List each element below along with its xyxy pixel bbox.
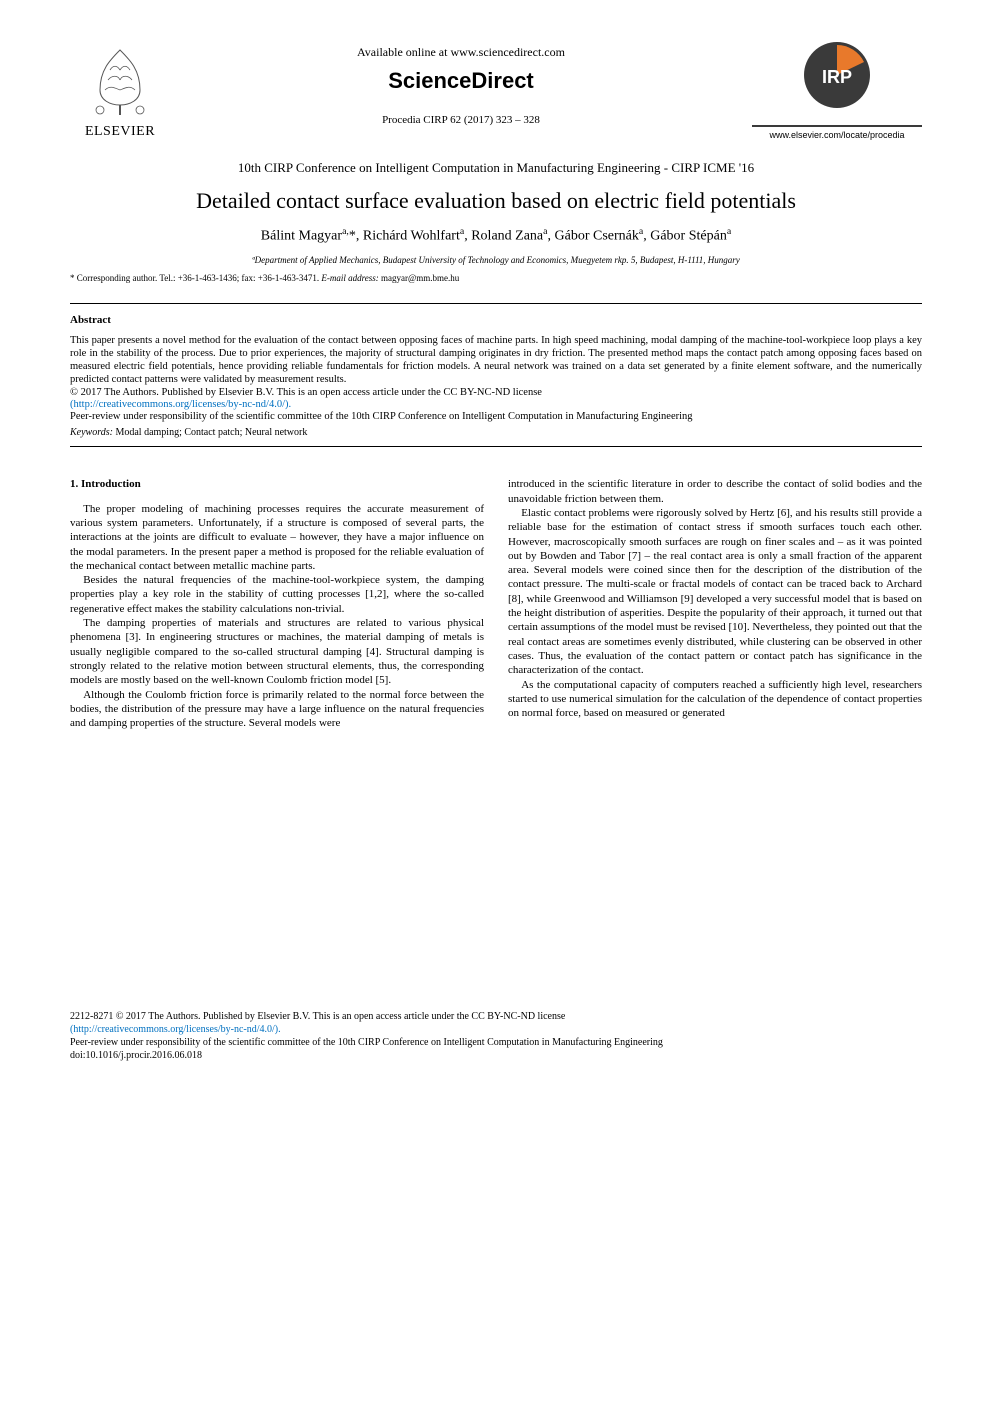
intro-para-1: The proper modeling of machining process… <box>70 502 484 573</box>
center-header: Available online at www.sciencedirect.co… <box>170 40 752 126</box>
paper-page: ELSEVIER Available online at www.science… <box>0 0 992 1102</box>
cirp-logo-box: IRP www.elsevier.com/locate/procedia <box>752 40 922 140</box>
intro-para-3: The damping properties of materials and … <box>70 616 484 687</box>
right-column: introduced in the scientific literature … <box>508 477 922 730</box>
keywords-label: Keywords: <box>70 427 113 438</box>
abstract-body: This paper presents a novel method for t… <box>70 334 922 387</box>
sciencedirect-brand: ScienceDirect <box>170 68 752 94</box>
intro-para-6: Elastic contact problems were rigorously… <box>508 506 922 678</box>
keywords-line: Keywords: Modal damping; Contact patch; … <box>70 427 922 438</box>
page-footer: 2212-8271 © 2017 The Authors. Published … <box>70 1010 922 1062</box>
procedia-citation: Procedia CIRP 62 (2017) 323 – 328 <box>170 114 752 126</box>
divider-bottom <box>70 446 922 447</box>
corresponding-email: magyar@mm.bme.hu <box>379 273 460 283</box>
abstract-peer-review: Peer-review under responsibility of the … <box>70 410 922 423</box>
cirp-logo-icon: IRP <box>802 40 872 110</box>
footer-license-link[interactable]: (http://creativecommons.org/licenses/by-… <box>70 1023 922 1036</box>
body-columns: 1. Introduction The proper modeling of m… <box>70 477 922 730</box>
abstract-heading: Abstract <box>70 314 922 326</box>
intro-para-2: Besides the natural frequencies of the m… <box>70 573 484 616</box>
paper-title: Detailed contact surface evaluation base… <box>70 188 922 214</box>
available-online-text: Available online at www.sciencedirect.co… <box>170 45 752 60</box>
corresponding-prefix: * Corresponding author. Tel.: +36-1-463-… <box>70 273 321 283</box>
divider-top <box>70 303 922 304</box>
intro-para-7: As the computational capacity of compute… <box>508 678 922 721</box>
email-label: E-mail address: <box>321 273 378 283</box>
header: ELSEVIER Available online at www.science… <box>70 40 922 140</box>
footer-copyright: 2212-8271 © 2017 The Authors. Published … <box>70 1010 922 1023</box>
footer-doi: doi:10.1016/j.procir.2016.06.018 <box>70 1049 922 1062</box>
left-column: 1. Introduction The proper modeling of m… <box>70 477 484 730</box>
elsevier-tree-icon <box>80 40 160 120</box>
section-1-heading: 1. Introduction <box>70 477 484 491</box>
intro-para-4: Although the Coulomb friction force is p… <box>70 688 484 731</box>
elsevier-name: ELSEVIER <box>70 124 170 140</box>
cirp-rule <box>752 125 922 127</box>
conference-name: 10th CIRP Conference on Intelligent Comp… <box>70 160 922 176</box>
affiliation: ªDepartment of Applied Mechanics, Budape… <box>70 255 922 265</box>
abstract-copyright: © 2017 The Authors. Published by Elsevie… <box>70 386 922 399</box>
authors-list: Bálint Magyara,*, Richárd Wohlfarta, Rol… <box>70 226 922 245</box>
intro-para-5: introduced in the scientific literature … <box>508 477 922 506</box>
journal-url: www.elsevier.com/locate/procedia <box>752 130 922 140</box>
abstract-license-link[interactable]: (http://creativecommons.org/licenses/by-… <box>70 399 922 410</box>
keywords-values: Modal damping; Contact patch; Neural net… <box>113 427 307 438</box>
cirp-logo-text: IRP <box>822 67 852 87</box>
corresponding-author: * Corresponding author. Tel.: +36-1-463-… <box>70 273 922 283</box>
footer-peer-review: Peer-review under responsibility of the … <box>70 1036 922 1049</box>
elsevier-logo: ELSEVIER <box>70 40 170 140</box>
